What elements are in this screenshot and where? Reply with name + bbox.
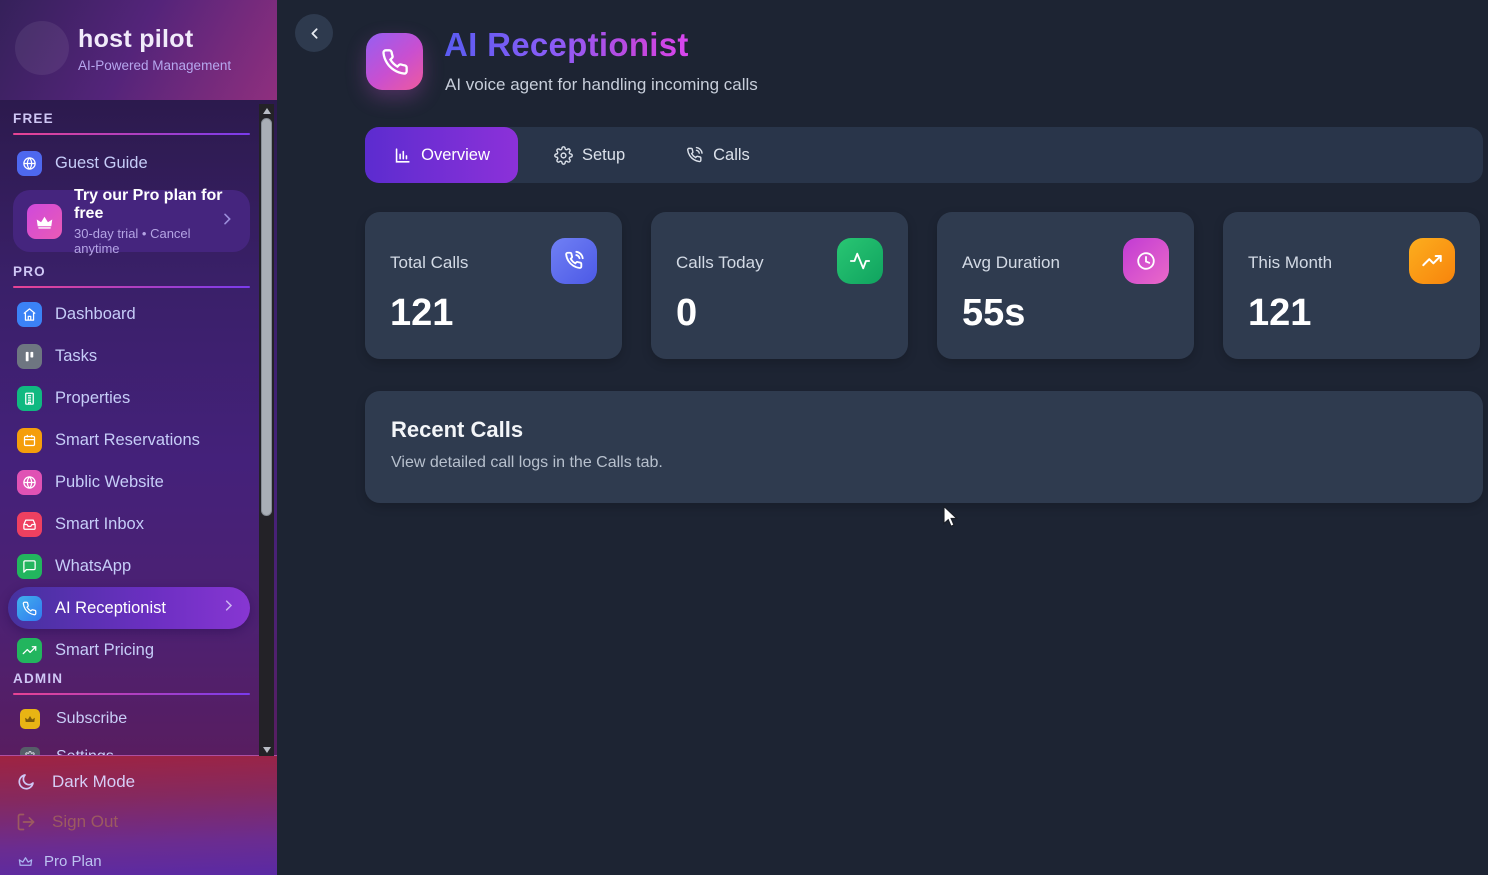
page-subtitle: AI voice agent for handling incoming cal… [445, 75, 758, 94]
sign-out-label: Sign Out [52, 812, 119, 831]
chevron-left-icon [310, 27, 318, 39]
sidebar-nav: FREE Guest Guide Try our Pro plan for fr… [0, 100, 277, 755]
stat-card-avg-duration: Avg Duration 55s [937, 212, 1194, 359]
sidebar-item-label: Guest Guide [55, 153, 148, 172]
stat-card-total-calls: Total Calls 121 [365, 212, 622, 359]
stat-value: 121 [1248, 292, 1312, 334]
section-divider [13, 693, 250, 695]
tab-bar: Overview Setup Calls [365, 127, 1483, 183]
kanban-icon [17, 343, 42, 369]
crown-icon [18, 856, 33, 866]
sidebar-item-label: AI Receptionist [55, 598, 166, 617]
chevron-right-icon [221, 598, 236, 618]
stat-card-this-month: This Month 121 [1223, 212, 1480, 359]
stat-value: 55s [962, 292, 1026, 334]
recent-calls-title: Recent Calls [391, 417, 524, 442]
activity-icon [837, 238, 883, 284]
phone-icon [17, 595, 42, 621]
sidebar-item-label: Public Website [55, 472, 164, 491]
sidebar-item-smart-pricing[interactable]: Smart Pricing [13, 629, 250, 671]
scroll-up-arrow[interactable] [259, 104, 274, 117]
moon-icon [18, 774, 34, 790]
sidebar-item-whatsapp[interactable]: WhatsApp [13, 545, 250, 587]
sidebar-item-smart-inbox[interactable]: Smart Inbox [13, 503, 250, 545]
sidebar-item-properties[interactable]: Properties [13, 377, 250, 419]
sidebar-brand-header: host pilot AI-Powered Management [0, 0, 277, 100]
clock-icon [1123, 238, 1169, 284]
recent-calls-subtitle: View detailed call logs in the Calls tab… [391, 454, 663, 471]
pro-trial-subtitle: 30-day trial • Cancel anytime [74, 225, 191, 256]
pro-plan-label: Pro Plan [44, 852, 102, 870]
building-icon [17, 385, 42, 411]
bar-chart-icon [395, 147, 410, 163]
crown-icon [27, 203, 62, 239]
sidebar-item-label: Tasks [55, 346, 98, 365]
recent-calls-panel: Recent Calls View detailed call logs in … [365, 391, 1483, 503]
sidebar-footer: Dark Mode Sign Out Pro Plan [0, 755, 277, 875]
phone-call-icon [687, 146, 703, 162]
brand-title: host pilot [78, 25, 194, 53]
sidebar-item-label: Smart Inbox [55, 514, 144, 533]
sidebar-item-smart-reservations[interactable]: Smart Reservations [13, 419, 250, 461]
sidebar-item-subscribe[interactable]: Subscribe [13, 700, 250, 738]
scrollbar-thumb[interactable] [261, 118, 272, 516]
sidebar-item-label: Settings [56, 748, 114, 755]
tab-overview[interactable]: Overview [365, 127, 518, 183]
stat-value: 121 [390, 292, 454, 334]
crown-icon [20, 709, 40, 729]
globe-icon [17, 150, 42, 176]
trending-up-icon [1409, 238, 1455, 284]
brand-subtitle: AI-Powered Management [78, 58, 232, 73]
sidebar-item-label: Smart Reservations [55, 430, 200, 449]
section-label-pro: PRO [13, 264, 46, 279]
dark-mode-label: Dark Mode [52, 772, 136, 791]
sidebar-item-tasks[interactable]: Tasks [13, 335, 250, 377]
sidebar-item-label: Dashboard [55, 304, 136, 323]
sidebar-item-settings[interactable]: Settings [13, 738, 250, 755]
section-divider [13, 286, 250, 288]
phone-call-icon [551, 238, 597, 284]
sign-out-button[interactable]: Sign Out [16, 802, 277, 842]
dark-mode-toggle[interactable]: Dark Mode [16, 762, 277, 802]
pro-plan-link[interactable]: Pro Plan [16, 842, 277, 875]
mouse-cursor [941, 504, 962, 534]
globe-icon [17, 469, 42, 495]
chevron-right-icon [219, 211, 235, 232]
section-label-admin: ADMIN [13, 671, 64, 686]
sidebar-item-label: Subscribe [56, 710, 128, 727]
page-title: AI Receptionist [444, 26, 689, 63]
section-divider [13, 133, 250, 135]
back-button[interactable] [295, 14, 333, 52]
sidebar-item-public-website[interactable]: Public Website [13, 461, 250, 503]
phone-icon [381, 48, 408, 75]
stat-value: 0 [676, 292, 698, 334]
sidebar-item-label: WhatsApp [55, 556, 132, 575]
sidebar-item-label: Properties [55, 388, 131, 407]
log-out-icon [17, 813, 35, 831]
sidebar-item-guest-guide[interactable]: Guest Guide [13, 140, 250, 186]
gear-icon [20, 747, 40, 755]
trending-up-icon [17, 637, 42, 663]
tab-setup[interactable]: Setup [554, 146, 625, 165]
sidebar-scrollbar[interactable] [259, 104, 274, 756]
section-label-free: FREE [13, 111, 54, 126]
brand-logo [15, 21, 69, 75]
stat-card-calls-today: Calls Today 0 [651, 212, 908, 359]
scroll-down-arrow[interactable] [259, 743, 274, 756]
ai-receptionist-app-icon [366, 33, 423, 90]
gear-icon [554, 145, 573, 165]
home-icon [17, 301, 42, 327]
sidebar-item-label: Smart Pricing [55, 640, 155, 659]
pro-trial-title: Try our Pro plan for free [74, 186, 223, 222]
tab-calls[interactable]: Calls [685, 146, 750, 165]
pro-trial-banner[interactable]: Try our Pro plan for free 30-day trial •… [13, 186, 250, 256]
sidebar: host pilot AI-Powered Management FREE Gu… [0, 0, 277, 875]
sidebar-item-ai-receptionist[interactable]: AI Receptionist [8, 587, 250, 629]
inbox-icon [17, 511, 42, 537]
chat-icon [17, 553, 42, 579]
sidebar-item-dashboard[interactable]: Dashboard [13, 293, 250, 335]
calendar-icon [17, 427, 42, 453]
